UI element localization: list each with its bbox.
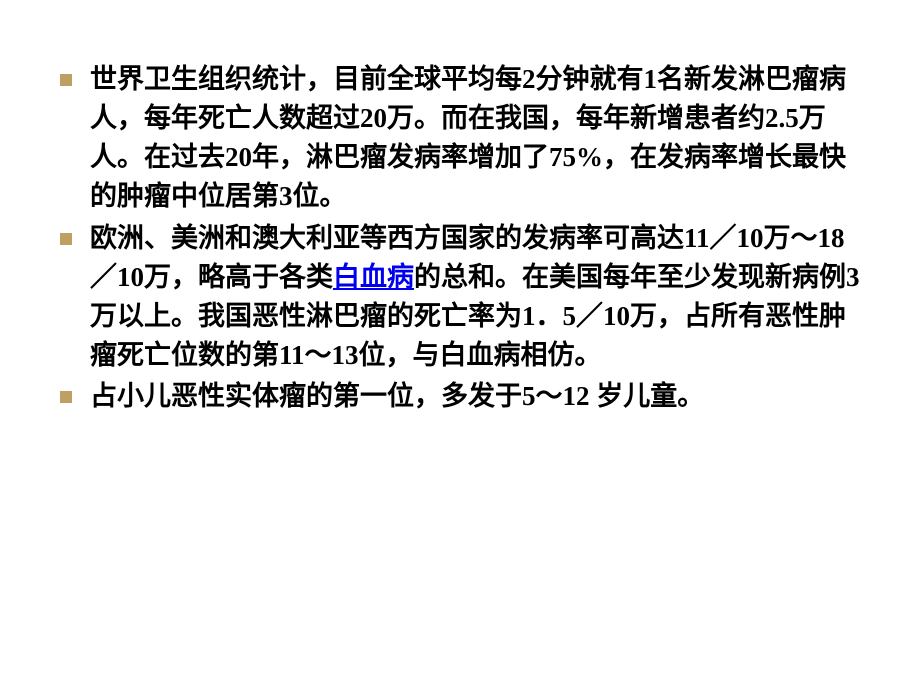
bullet-text-2: 欧洲、美洲和澳大利亚等西方国家的发病率可高达11／10万～18／10万，略高于各… — [90, 219, 870, 376]
slide-content: 世界卫生组织统计，目前全球平均每2分钟就有1名新发淋巴瘤病人，每年死亡人数超过2… — [60, 60, 870, 418]
text-span: 占小儿恶性实体瘤的第一位，多发于5～12 岁儿童。 — [90, 381, 704, 411]
bullet-text-3: 占小儿恶性实体瘤的第一位，多发于5～12 岁儿童。 — [90, 377, 704, 416]
bullet-item: 世界卫生组织统计，目前全球平均每2分钟就有1名新发淋巴瘤病人，每年死亡人数超过2… — [60, 60, 870, 217]
text-span: 世界卫生组织统计，目前全球平均每2分钟就有1名新发淋巴瘤病人，每年死亡人数超过2… — [90, 64, 846, 211]
bullet-text-1: 世界卫生组织统计，目前全球平均每2分钟就有1名新发淋巴瘤病人，每年死亡人数超过2… — [90, 60, 870, 217]
bullet-item: 欧洲、美洲和澳大利亚等西方国家的发病率可高达11／10万～18／10万，略高于各… — [60, 219, 870, 376]
bullet-marker-icon — [60, 74, 72, 86]
bullet-marker-icon — [60, 233, 72, 245]
bullet-marker-icon — [60, 391, 72, 403]
bullet-item: 占小儿恶性实体瘤的第一位，多发于5～12 岁儿童。 — [60, 377, 870, 416]
leukemia-link[interactable]: 白血病 — [333, 262, 414, 292]
